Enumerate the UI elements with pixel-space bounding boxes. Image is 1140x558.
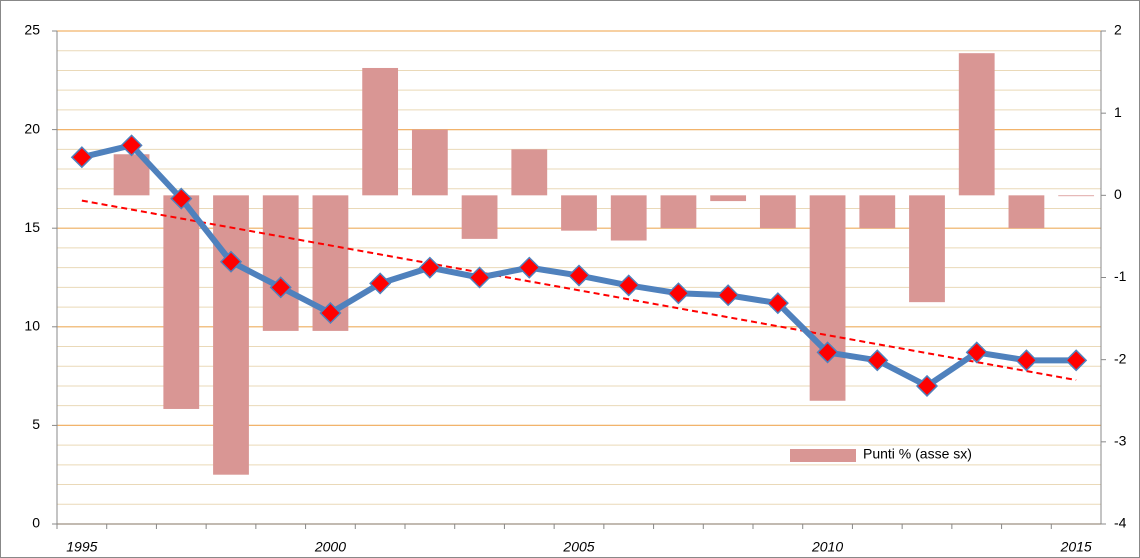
bar <box>710 195 747 202</box>
marker <box>418 256 441 279</box>
bar <box>1058 195 1095 197</box>
y-tick-label: 0 <box>32 515 40 531</box>
y2-tick-label: -1 <box>1114 268 1127 284</box>
marker <box>667 282 690 305</box>
marker <box>965 341 988 364</box>
x-tick-label: 2015 <box>1060 539 1092 555</box>
marker <box>1015 349 1038 372</box>
marker <box>319 301 342 325</box>
marker <box>567 264 591 287</box>
bar <box>759 195 796 229</box>
marker <box>518 256 541 279</box>
bar <box>958 53 995 196</box>
y2-tick-label: 1 <box>1114 104 1122 120</box>
marker <box>269 276 292 299</box>
marker <box>120 134 143 157</box>
marker <box>1065 349 1088 372</box>
y-tick-label: 25 <box>24 22 40 38</box>
trend-line <box>81 199 1077 382</box>
marker <box>915 374 939 398</box>
x-tick-label: 2010 <box>811 539 843 555</box>
bar <box>561 195 597 231</box>
legend-label: Punti % (asse sx) <box>863 446 972 462</box>
marker <box>468 266 491 289</box>
bar <box>213 195 249 475</box>
marker <box>70 146 93 169</box>
marker <box>816 341 839 364</box>
legend-swatch <box>790 449 856 462</box>
y-tick-label: 20 <box>24 120 40 136</box>
bar <box>163 195 200 409</box>
marker <box>617 274 640 297</box>
bar <box>909 195 945 303</box>
bar <box>461 195 498 239</box>
y2-tick-label: -4 <box>1114 515 1127 531</box>
bar <box>262 195 299 331</box>
x-tick-label: 2000 <box>314 539 346 555</box>
bar <box>610 195 647 241</box>
y-tick-label: 15 <box>24 219 40 235</box>
marker <box>766 292 789 315</box>
y-tick-label: 5 <box>32 416 40 432</box>
bar <box>809 195 846 401</box>
y-tick-label: 10 <box>24 318 40 334</box>
marker <box>219 250 243 273</box>
marker <box>369 272 392 295</box>
bar <box>660 195 697 229</box>
bar <box>411 129 448 196</box>
y2-tick-label: -2 <box>1114 350 1127 366</box>
marker <box>717 284 740 307</box>
y2-tick-label: 2 <box>1114 22 1122 38</box>
y2-tick-label: 0 <box>1114 186 1122 202</box>
x-tick-label: 2005 <box>562 539 594 555</box>
bar <box>362 67 399 196</box>
y2-tick-label: -3 <box>1114 433 1127 449</box>
x-tick-label: 1995 <box>66 539 97 555</box>
bar <box>1008 195 1045 229</box>
marker <box>866 349 889 372</box>
bar <box>859 195 896 229</box>
marker <box>170 187 193 210</box>
bar <box>511 149 548 196</box>
